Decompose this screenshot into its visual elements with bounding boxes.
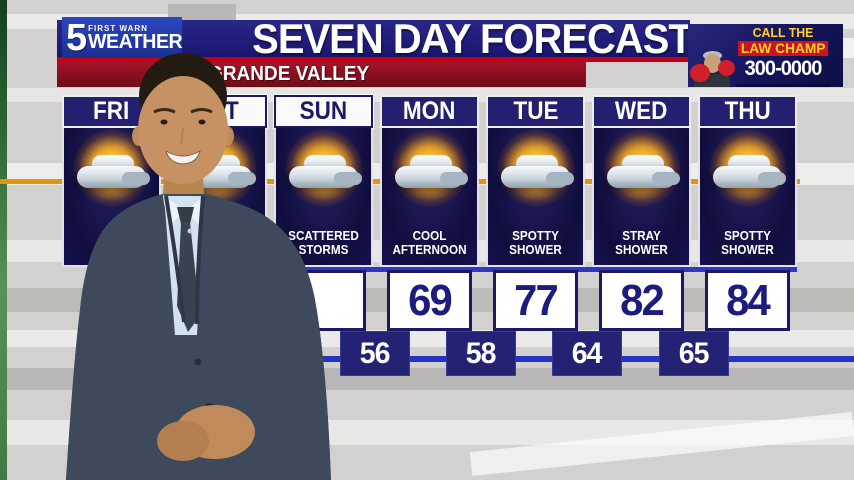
- day-label: THU: [724, 97, 771, 125]
- forecast-column-tue: TUE SPOTTY SHOWER: [486, 95, 585, 267]
- day-label: SUN: [299, 97, 348, 125]
- day-header: SUN: [274, 95, 373, 128]
- high-temp-value: 84: [726, 275, 771, 325]
- forecast-column-body: STRAY SHOWER: [592, 128, 691, 267]
- forecast-column-body: SPOTTY SHOWER: [486, 128, 585, 267]
- region-banner: RIO GRANDE VALLEY: [57, 62, 586, 87]
- forecast-column-sat: SAT: [168, 95, 267, 267]
- boxing-glove-icon: [718, 60, 735, 76]
- high-temp-value: 77: [514, 275, 559, 325]
- day-header: TUE: [486, 95, 585, 128]
- day-label: SAT: [195, 97, 240, 125]
- set-edge-green-strip: [0, 0, 7, 480]
- station-name: WEATHER: [88, 30, 183, 53]
- day-label: WED: [615, 97, 668, 125]
- station-logo: 5 FIRST WARN WEATHER: [62, 16, 183, 59]
- high-temp-value: 82: [620, 275, 665, 325]
- forecast-column-sun: SUN SCATTERED STORMS: [274, 95, 373, 267]
- high-temp-sun: [281, 270, 366, 331]
- high-temp-value: 69: [408, 275, 453, 325]
- sun-cloud-icon: [382, 128, 477, 225]
- condition-label: SPOTTY SHOWER: [509, 227, 562, 258]
- sun-cloud-icon: [170, 128, 265, 225]
- low-temp-value: 64: [572, 336, 603, 370]
- forecast-column-body: COOL AFTERNOON: [380, 128, 479, 267]
- day-header: WED: [592, 95, 691, 128]
- forecast-column-body: [168, 128, 267, 267]
- high-temp-mon: 69: [387, 270, 472, 331]
- day-header: THU: [698, 95, 797, 128]
- boxing-glove-icon: [690, 64, 710, 82]
- condition-label: [69, 258, 155, 265]
- low-temp: 65: [659, 331, 729, 376]
- sun-cloud-icon: [700, 128, 795, 225]
- high-temp-wed: 82: [599, 270, 684, 331]
- low-temp: 56: [340, 331, 410, 376]
- page-title: SEVEN DAY FORECAST: [252, 15, 693, 62]
- condition-label: COOL AFTERNOON: [392, 227, 467, 258]
- forecast-column-body: [62, 128, 161, 267]
- day-header: FRI: [62, 95, 161, 128]
- sponsor-ad: CALL THE LAW CHAMP 300-0000 & WIN BY KNO…: [688, 24, 843, 87]
- low-temp-value: 56: [360, 336, 391, 370]
- sun-cloud-icon: [488, 128, 583, 225]
- low-temp-value: 65: [679, 336, 710, 370]
- day-label: FRI: [93, 97, 130, 125]
- station-tagline: FIRST WARN: [88, 23, 148, 33]
- banner-red-stripe: [57, 57, 690, 62]
- station-number: 5: [66, 16, 88, 59]
- low-temp-value: 58: [466, 336, 497, 370]
- forecast-column-fri: FRI: [62, 95, 161, 267]
- high-temp-tue: 77: [493, 270, 578, 331]
- forecast-column-thu: THU SPOTTY SHOWER: [698, 95, 797, 267]
- sun-cloud-icon: [594, 128, 689, 225]
- forecast-column-wed: WED STRAY SHOWER: [592, 95, 691, 267]
- forecast-column-body: SPOTTY SHOWER: [698, 128, 797, 267]
- ad-tagline: & WIN BY KNOCKOUT: [735, 84, 831, 87]
- low-temp: 58: [446, 331, 516, 376]
- low-temp: 64: [552, 331, 622, 376]
- high-temp-thu: 84: [705, 270, 790, 331]
- forecast-column-mon: MON COOL AFTERNOON: [380, 95, 479, 267]
- day-header: MON: [380, 95, 479, 128]
- condition-label: STRAY SHOWER: [615, 227, 668, 258]
- ad-phone: 300-0000: [744, 57, 823, 80]
- day-label: MON: [403, 97, 456, 125]
- day-label: TUE: [513, 97, 558, 125]
- boxer-figure: [688, 24, 736, 87]
- condition-label: SCATTERED STORMS: [288, 227, 359, 258]
- eye: [160, 119, 168, 125]
- condition-label: [175, 258, 261, 265]
- forecast-column-body: SCATTERED STORMS: [274, 128, 373, 267]
- high-temp-connector-line: [92, 267, 797, 272]
- condition-label: SPOTTY SHOWER: [721, 227, 774, 258]
- sun-cloud-icon: [64, 128, 159, 225]
- ad-line1: CALL THE: [752, 25, 814, 40]
- sun-cloud-icon: [276, 128, 371, 225]
- day-header: SAT: [168, 95, 267, 128]
- ad-line2: LAW CHAMP: [737, 41, 829, 56]
- region-label: RIO GRANDE VALLEY: [169, 63, 370, 85]
